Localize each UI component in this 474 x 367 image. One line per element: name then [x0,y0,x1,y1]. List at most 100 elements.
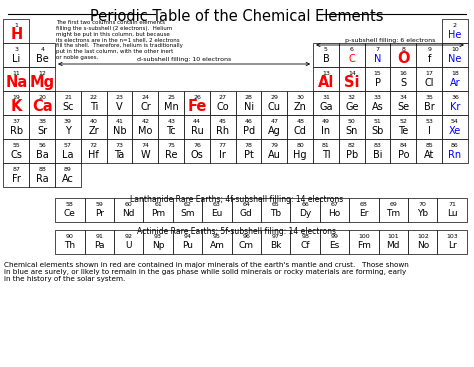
Bar [29,139,55,163]
Bar [262,91,287,115]
Text: La: La [62,150,74,160]
Text: Lu: Lu [447,209,457,218]
Text: Na: Na [5,75,27,90]
Text: 60: 60 [125,202,133,207]
Text: B: B [323,54,329,63]
Text: 103: 103 [447,234,458,239]
Text: Po: Po [398,150,409,160]
Text: 7: 7 [375,47,380,52]
Text: 25: 25 [167,95,175,100]
Text: The first two columns contain elements
filling the s-subshell (2 electrons).  He: The first two columns contain elements f… [56,20,183,60]
Text: Dy: Dy [299,209,311,218]
Text: Fm: Fm [357,241,371,250]
Bar [313,139,339,163]
Text: Np: Np [152,241,164,250]
Bar [158,91,184,115]
Text: Pb: Pb [346,150,358,160]
Text: Chemical elements shown in red are contained in major minerals of the earth's ma: Chemical elements shown in red are conta… [4,262,409,282]
Text: Tc: Tc [166,126,176,135]
Text: Mn: Mn [164,102,179,112]
Text: 48: 48 [296,119,304,124]
Text: Lr: Lr [448,241,456,250]
Text: 87: 87 [12,167,20,172]
Text: Rb: Rb [10,126,23,135]
Bar [3,19,29,43]
Text: Y: Y [65,126,71,135]
Bar [55,115,81,139]
Text: p-subshell filling: 6 electrons: p-subshell filling: 6 electrons [345,38,435,43]
Text: Ar: Ar [450,77,460,88]
Text: 100: 100 [358,234,370,239]
Text: Rh: Rh [216,126,229,135]
Bar [339,139,365,163]
Text: Bk: Bk [270,241,282,250]
Text: 30: 30 [296,95,304,100]
Bar [442,43,468,67]
Text: 63: 63 [213,202,221,207]
Text: 38: 38 [38,119,46,124]
Text: 88: 88 [38,167,46,172]
Text: Ag: Ag [268,126,281,135]
Text: Sr: Sr [37,126,47,135]
Text: 24: 24 [141,95,149,100]
Bar [339,43,365,67]
Text: 92: 92 [125,234,133,239]
Text: 78: 78 [245,143,253,148]
Text: Pt: Pt [244,150,254,160]
Text: 93: 93 [154,234,162,239]
Bar [133,91,158,115]
Bar [313,115,339,139]
Text: Br: Br [424,102,435,112]
Text: 12: 12 [38,71,46,76]
Text: 43: 43 [167,119,175,124]
Text: 67: 67 [330,202,338,207]
Text: P: P [374,77,381,88]
Text: 28: 28 [245,95,253,100]
Bar [391,43,416,67]
Text: Es: Es [329,241,340,250]
Text: K: K [11,99,22,114]
Text: 8: 8 [401,47,405,52]
Text: Co: Co [217,102,229,112]
Text: W: W [141,150,150,160]
Text: Pm: Pm [151,209,165,218]
Text: Mg: Mg [30,75,55,90]
Bar [84,198,114,222]
Bar [236,139,262,163]
Text: No: No [417,241,429,250]
Text: Mo: Mo [138,126,153,135]
Bar [158,115,184,139]
Text: 58: 58 [66,202,73,207]
Bar [408,198,438,222]
Bar [408,230,438,254]
Text: 34: 34 [400,95,407,100]
Text: He: He [448,30,462,40]
Text: Lanthanide Rare Earths; 4f-subshell filling: 14 electrons: Lanthanide Rare Earths; 4f-subshell fill… [130,195,344,204]
Bar [291,198,320,222]
Bar [210,115,236,139]
Bar [107,91,133,115]
Bar [3,67,29,91]
Text: Md: Md [387,241,400,250]
Text: 91: 91 [95,234,103,239]
Bar [232,198,261,222]
Text: Si: Si [344,75,360,90]
Text: I: I [428,126,431,135]
Bar [133,139,158,163]
Text: Pu: Pu [182,241,193,250]
Text: 16: 16 [400,71,407,76]
Text: 50: 50 [348,119,356,124]
Text: N: N [374,54,381,63]
Text: Ru: Ru [191,126,203,135]
Text: 17: 17 [425,71,433,76]
Text: Nd: Nd [122,209,135,218]
Text: Pr: Pr [95,209,104,218]
Text: Ca: Ca [32,99,53,114]
Text: Tl: Tl [322,150,330,160]
Text: 31: 31 [322,95,330,100]
Text: 40: 40 [90,119,98,124]
Bar [202,230,232,254]
Text: 46: 46 [245,119,253,124]
Text: Eu: Eu [211,209,223,218]
Text: 101: 101 [388,234,399,239]
